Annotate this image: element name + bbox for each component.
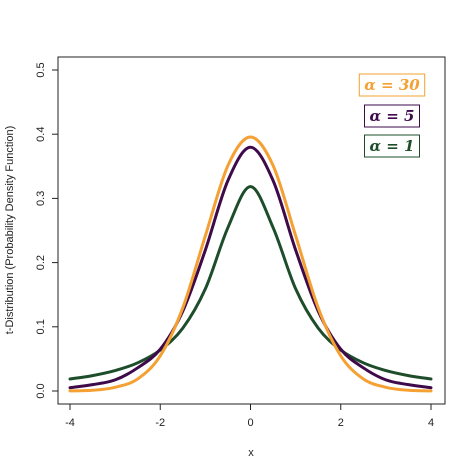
legend-box bbox=[364, 134, 420, 158]
y-tick-label: 0.3 bbox=[35, 191, 47, 206]
series-line bbox=[68, 185, 433, 381]
series-line bbox=[68, 135, 433, 393]
legend-box bbox=[358, 73, 426, 97]
y-tick-label: 0.0 bbox=[35, 383, 47, 398]
legend-label: α = 1 bbox=[370, 137, 415, 155]
y-tick-label: 0.5 bbox=[35, 62, 47, 77]
x-tick-label: -2 bbox=[155, 417, 165, 429]
y-tick-label: 0.1 bbox=[35, 319, 47, 334]
series-line bbox=[68, 145, 433, 390]
series-curves bbox=[68, 135, 433, 393]
legend-box bbox=[364, 104, 420, 128]
legend: α = 30 α = 5 α = 1 bbox=[358, 73, 426, 158]
x-tick-label: 0 bbox=[247, 417, 253, 429]
x-axis: -4 -2 0 2 4 bbox=[65, 403, 434, 429]
x-tick-label: 4 bbox=[428, 417, 434, 429]
legend-label: α = 5 bbox=[370, 107, 415, 125]
y-axis: 0.0 0.1 0.2 0.3 0.4 0.5 bbox=[35, 62, 59, 399]
y-axis-title: t-Distribution (Probability Density Func… bbox=[4, 126, 16, 334]
legend-label: α = 30 bbox=[364, 76, 420, 94]
y-tick-label: 0.2 bbox=[35, 255, 47, 270]
x-tick-label: -4 bbox=[65, 417, 75, 429]
y-tick-label: 0.4 bbox=[35, 127, 47, 142]
x-axis-title: x bbox=[248, 447, 254, 459]
x-tick-label: 2 bbox=[338, 417, 344, 429]
